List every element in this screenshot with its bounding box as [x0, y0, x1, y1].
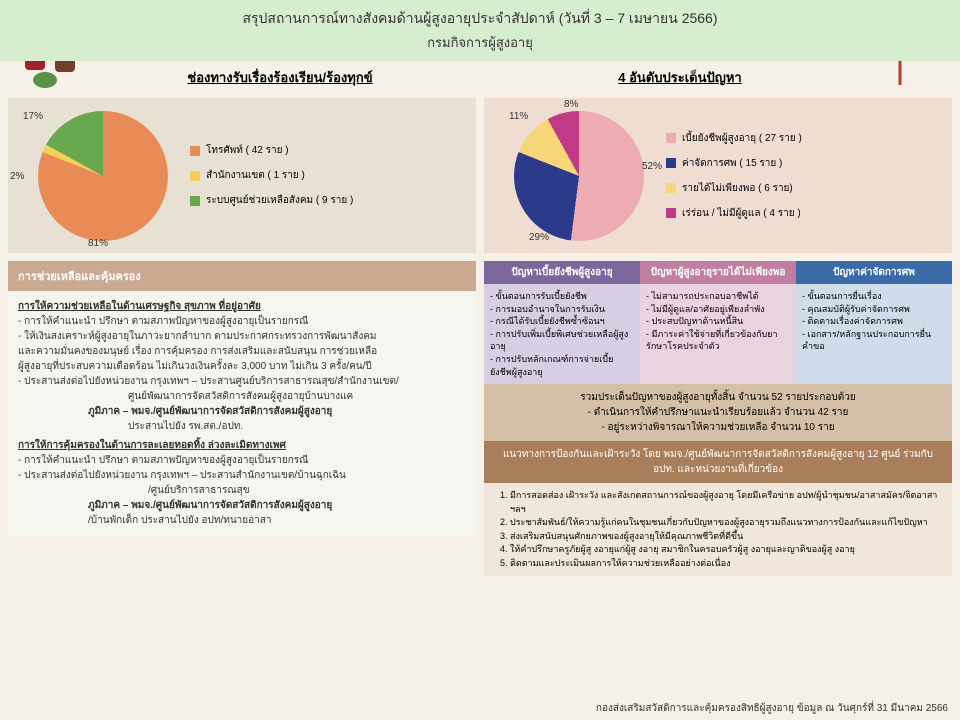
- legend-item: เบี้ยยังชีพผู้สูงอายุ ( 27 ราย ): [666, 131, 940, 146]
- section-titles-row: ช่องทางรับเรื่องร้องเรียน/ร้องทุกข์ 4 อั…: [0, 61, 960, 94]
- left-section-title: ช่องทางรับเรื่องร้องเรียน/ร้องทุกข์: [100, 67, 460, 88]
- pct-label: 52%: [642, 161, 662, 172]
- assist-body: การให้ความช่วยเหลือในด้านเศรษฐกิจ สุขภาพ…: [8, 291, 476, 536]
- pct-label: 17%: [23, 111, 43, 122]
- prevention-item: ประชาสัมพันธ์/ให้ความรู้แก่คนในชุมชนเกี่…: [510, 516, 942, 530]
- legend-item: โทรศัพท์ ( 42 ราย ): [190, 143, 464, 158]
- legend-item: ค่าจัดการศพ ( 15 ราย ): [666, 156, 940, 171]
- page-footer: กองส่งเสริมสวัสดิการและคุ้มครองสิทธิผู้ส…: [596, 701, 948, 716]
- pct-label: 81%: [88, 238, 108, 249]
- channels-chart-box: 17% 2% 81% โทรศัพท์ ( 42 ราย ) สำนักงานเข…: [8, 98, 476, 253]
- table-col-body: ขั้นตอนการยื่นเรื่องคุณสมบัติผู้รับค่าจั…: [796, 284, 952, 384]
- legend-item: ระบบศูนย์ช่วยเหลือสังคม ( 9 ราย ): [190, 193, 464, 208]
- page-header: สรุปสถานการณ์ทางสังคมด้านผู้สูงอายุประจำ…: [0, 0, 960, 61]
- summary-box: รวมประเด็นปัญหาของผู้สูงอายุทั้งสิ้น จำน…: [484, 384, 952, 441]
- channels-pie: 17% 2% 81%: [28, 101, 178, 251]
- right-section-title: 4 อันดับประเด็นปัญหา: [500, 67, 860, 88]
- assist-header: การช่วยเหลือและคุ้มครอง: [8, 261, 476, 291]
- legend-item: สำนักงานเขต ( 1 ราย ): [190, 168, 464, 183]
- issues-pie: 52% 29% 11% 8%: [504, 101, 654, 251]
- pct-label: 2%: [10, 171, 24, 182]
- header-title: สรุปสถานการณ์ทางสังคมด้านผู้สูงอายุประจำ…: [100, 8, 860, 30]
- legend-item: เร่ร่อน / ไม่มีผู้ดูแล ( 4 ราย ): [666, 206, 940, 221]
- prevention-body: มีการสอดส่อง เฝ้าระวัง และสังเกตสถานการณ…: [484, 483, 952, 576]
- prevention-item: มีการสอดส่อง เฝ้าระวัง และสังเกตสถานการณ…: [510, 489, 942, 516]
- problem-table-header: ปัญหาเบี้ยยังชีพผู้สูงอายุปัญหาผู้สูงอาย…: [484, 261, 952, 284]
- prevention-header: แนวทางการป้องกันและเฝ้าระวัง โดย พมจ./ศู…: [484, 441, 952, 483]
- table-col-header: ปัญหาค่าจัดการศพ: [796, 261, 952, 284]
- table-col-body: ไม่สามารถประกอบอาชีพได้ไม่มีผู้ดูแล/อาศั…: [640, 284, 796, 384]
- prevention-item: ส่งเสริมสนับสนุนศักยภาพของผู้สูงอายุให้ม…: [510, 530, 942, 544]
- table-col-header: ปัญหาผู้สูงอายุรายได้ไม่เพียงพอ: [640, 261, 796, 284]
- issues-chart-box: 52% 29% 11% 8% เบี้ยยังชีพผู้สูงอายุ ( 2…: [484, 98, 952, 253]
- prevention-item: ให้คำปรึกษาครูภัยผู้สู งอายุแก่ผู้สู งอา…: [510, 543, 942, 557]
- prevention-item: ติดตามและประเมินผลการให้ความช่วยเหลืออย่…: [510, 557, 942, 571]
- pct-label: 11%: [509, 111, 528, 122]
- pct-label: 29%: [529, 232, 549, 243]
- table-col-body: ขั้นตอนการรับเบี้ยยังชีพการมอบอำนาจในการ…: [484, 284, 640, 384]
- header-subtitle: กรมกิจการผู้สูงอายุ: [100, 32, 860, 53]
- issues-legend: เบี้ยยังชีพผู้สูงอายุ ( 27 ราย ) ค่าจัดกา…: [654, 113, 952, 239]
- legend-item: รายได้ไม่เพียงพอ ( 6 ราย): [666, 181, 940, 196]
- problem-table-body: ขั้นตอนการรับเบี้ยยังชีพการมอบอำนาจในการ…: [484, 284, 952, 384]
- table-col-header: ปัญหาเบี้ยยังชีพผู้สูงอายุ: [484, 261, 640, 284]
- channels-legend: โทรศัพท์ ( 42 ราย ) สำนักงานเขต ( 1 ราย )…: [178, 125, 476, 226]
- pct-label: 8%: [564, 99, 578, 110]
